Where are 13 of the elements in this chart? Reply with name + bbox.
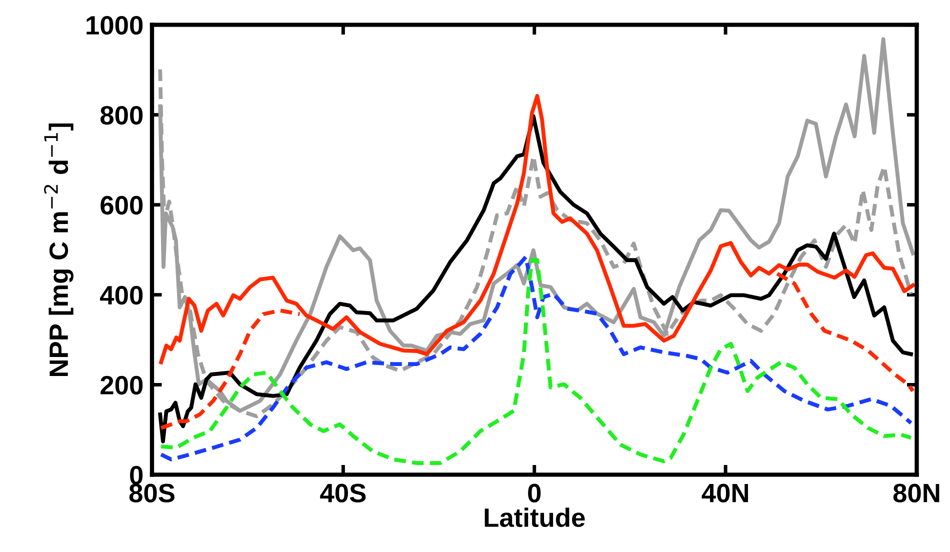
- x-tick-label: 80S: [129, 484, 174, 502]
- y-tick-label: 0: [130, 466, 143, 485]
- x-tick-label: 80N: [893, 484, 940, 502]
- x-tick-label: 0: [528, 484, 541, 502]
- x-axis-title: Latitude: [484, 508, 585, 528]
- x-tick-label: 40S: [320, 484, 366, 502]
- y-tick-label: 400: [100, 286, 143, 305]
- x-tick-label: 40N: [702, 484, 748, 502]
- y-axis-title: NPP [mg C m$^{−2}$ d$^{−1}$]: [44, 123, 74, 376]
- y-tick-label: 600: [100, 196, 143, 215]
- y-tick-label: 800: [100, 106, 143, 125]
- y-tick-label: 200: [100, 376, 143, 395]
- y-tick-label: 1000: [86, 16, 143, 35]
